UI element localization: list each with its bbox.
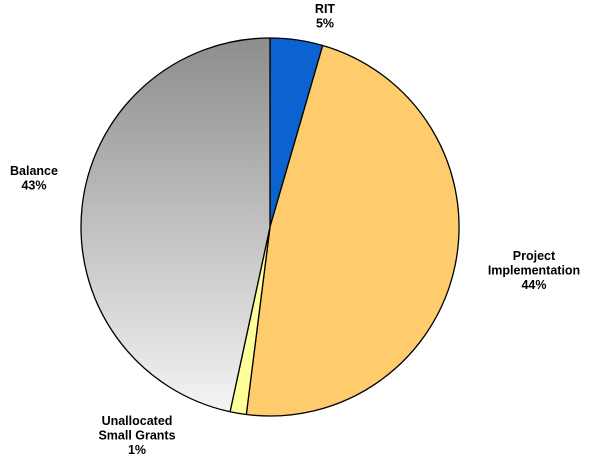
data-label-line: RIT (315, 2, 336, 16)
data-label-line: 1% (128, 443, 146, 457)
pie-slice-balance (80, 37, 271, 413)
pie-labels: RIT 5% Project Implementation 44% Unallocated… (10, 2, 580, 457)
data-label-line: Implementation (488, 264, 580, 278)
pie-slice-project-implementation (245, 44, 460, 417)
data-label-line: Small Grants (98, 429, 175, 443)
data-label-project-implementation: Project Implementation 44% (488, 249, 580, 292)
data-label-rit: RIT 5% (315, 2, 336, 31)
data-label-line: 44% (521, 278, 546, 292)
pie-slices (80, 37, 460, 417)
data-label-line: 43% (21, 179, 46, 193)
data-label-balance: Balance 43% (10, 164, 58, 193)
data-label-line: 5% (316, 17, 334, 31)
data-label-line: Unallocated (102, 414, 173, 428)
data-label-line: Project (513, 249, 556, 263)
data-label-line: Balance (10, 164, 58, 178)
data-label-unallocated-small-grants: Unallocated Small Grants 1% (98, 414, 175, 457)
